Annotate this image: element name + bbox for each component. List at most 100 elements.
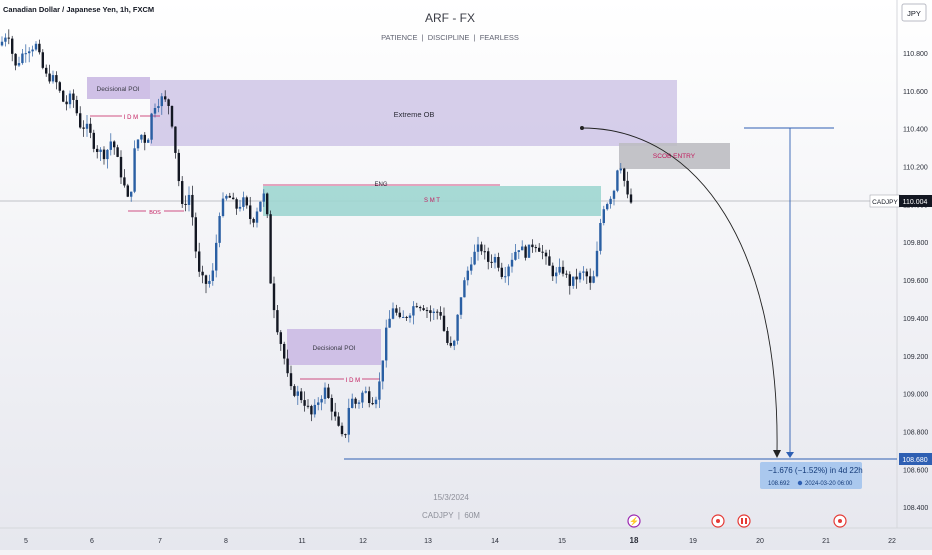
measure-arrowhead	[786, 452, 794, 458]
candle-body	[466, 270, 469, 281]
candle-body	[79, 113, 82, 128]
candle-body	[58, 82, 61, 91]
candle-body	[303, 400, 306, 406]
candle-body	[221, 198, 225, 217]
price-tick-label: 110.400	[903, 127, 928, 134]
candle-body	[623, 168, 626, 181]
price-tick-label: 110.600	[903, 89, 928, 96]
smt-label: S M T	[424, 198, 440, 204]
canada-flag-center-icon	[743, 518, 745, 524]
candle-body	[323, 387, 327, 399]
candle-body	[490, 261, 493, 263]
candle-body	[72, 93, 75, 100]
candle-body	[0, 41, 4, 46]
candle-body	[493, 256, 497, 263]
candle-body	[48, 73, 51, 82]
price-tick-label: 109.400	[903, 316, 928, 323]
candle-body	[296, 391, 299, 396]
candle-body	[7, 37, 10, 39]
candle-body	[130, 191, 133, 197]
time-tick-label: 11	[298, 538, 305, 545]
candle-body	[419, 307, 422, 309]
candle-body	[497, 256, 500, 268]
candle-body	[249, 205, 252, 219]
candle-body	[208, 280, 211, 284]
candle-body	[582, 271, 585, 273]
candle-body	[575, 276, 578, 280]
time-axis[interactable]: 5 6 7 8 11 12 13 14 15 18 19 20 21 22	[24, 536, 896, 545]
projection-arrowhead	[773, 450, 781, 458]
candle-body	[602, 209, 605, 223]
measure-info-box[interactable]	[760, 462, 862, 489]
candle-body	[480, 244, 483, 252]
candle-body	[157, 106, 160, 108]
currency-button[interactable]	[901, 3, 927, 22]
candle-body	[133, 148, 136, 192]
scob-entry-zone[interactable]	[619, 143, 730, 169]
watermark-date: 15/3/2024	[433, 493, 469, 502]
candle-body	[11, 38, 14, 54]
event-lightning-icon[interactable]	[627, 514, 641, 528]
candle-body	[368, 391, 371, 404]
candle-body	[381, 360, 384, 382]
candle-body	[436, 311, 439, 313]
candle-body	[510, 259, 514, 267]
extreme-ob-zone[interactable]	[150, 80, 677, 146]
time-tick-label: 8	[224, 538, 228, 545]
time-tick-label: 18	[630, 536, 639, 545]
candle-body	[99, 149, 102, 152]
candle-body	[286, 358, 289, 374]
candle-body	[55, 75, 58, 83]
candle-body	[34, 43, 38, 50]
candle-body	[514, 251, 517, 260]
candle-body	[459, 297, 463, 315]
measure-detail-datetime: 2024-03-20 06:00	[805, 481, 853, 487]
candle-body	[351, 398, 354, 408]
candle-body	[123, 177, 126, 186]
candle-body	[283, 343, 286, 359]
candle-body	[347, 407, 350, 435]
candle-body	[524, 246, 527, 258]
candle-body	[531, 244, 534, 248]
candle-body	[218, 216, 221, 243]
event-dot-icon-2	[838, 519, 842, 523]
candle-body	[252, 218, 255, 223]
target-price-badge-text: 108.680	[902, 457, 927, 464]
candle-body	[68, 93, 72, 105]
decisional-poi-top-zone[interactable]	[87, 77, 150, 99]
candle-body	[541, 251, 544, 253]
candle-body	[538, 247, 541, 252]
candle-body	[65, 101, 68, 105]
candle-body	[521, 246, 524, 251]
candle-body	[592, 276, 595, 283]
candle-body	[232, 197, 235, 200]
candle-body	[334, 411, 337, 417]
candle-body	[453, 340, 456, 346]
candle-body	[170, 105, 174, 127]
candle-body	[235, 199, 238, 209]
price-tick-label: 108.800	[903, 429, 928, 436]
candle-body	[41, 52, 44, 68]
candle-body	[548, 256, 551, 266]
candle-body	[429, 310, 432, 314]
candle-body	[89, 123, 92, 133]
candle-body	[612, 190, 616, 199]
candle-body	[473, 251, 476, 265]
candle-body	[228, 195, 231, 198]
candle-body	[456, 314, 459, 341]
candle-body	[551, 265, 554, 277]
decisional-poi-bottom-zone[interactable]	[287, 329, 381, 365]
projection-curve	[581, 127, 778, 453]
time-tick-label: 12	[359, 538, 367, 545]
candle-body	[357, 402, 361, 404]
candle-body	[391, 308, 395, 319]
price-axis[interactable]: 110.800110.600110.400110.200110.000109.8…	[903, 51, 928, 512]
candle-body	[143, 134, 146, 143]
smt-zone[interactable]	[263, 186, 601, 216]
candle-body	[405, 316, 408, 318]
price-tick-label: 109.800	[903, 240, 928, 247]
decisional-poi-top-label: Decisional POI	[97, 86, 140, 93]
candle-body	[109, 141, 112, 150]
candle-body	[24, 53, 27, 55]
candle-body	[544, 252, 548, 257]
